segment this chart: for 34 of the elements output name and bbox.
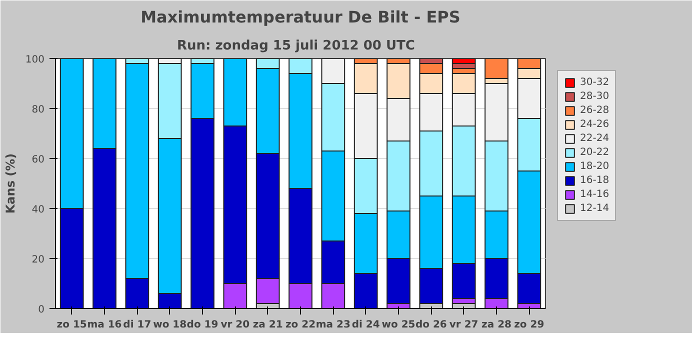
x-tick-label: do 19 [186, 320, 218, 330]
y-axis-title: Kans (%) [3, 153, 18, 214]
legend-label: 22-24 [580, 133, 610, 144]
legend-label: 18-20 [580, 161, 610, 172]
x-tick-label: ma 16 [87, 320, 122, 330]
legend-label: 26-28 [580, 105, 610, 116]
legend-label: 16-18 [580, 175, 610, 186]
x-tick-label: ma 23 [316, 320, 350, 330]
y-tick-label: 0 [38, 304, 45, 316]
y-tick-label: 60 [32, 154, 45, 166]
y-tick-label: 40 [32, 204, 45, 216]
x-tick-label: zo 29 [514, 320, 544, 330]
y-tick-label: 100 [25, 54, 45, 66]
x-tick-label: za 28 [482, 320, 512, 330]
x-tick-label: do 26 [415, 320, 447, 330]
legend-label: 14-16 [580, 189, 610, 200]
x-tick-label: vr 20 [220, 320, 250, 330]
x-tick-label: zo 22 [285, 320, 316, 330]
y-tick-label: 80 [32, 104, 45, 116]
x-tick-label: wo 25 [382, 320, 416, 330]
x-tick-label: di 17 [123, 320, 152, 330]
legend-label: 30-32 [580, 77, 610, 88]
legend-label: 28-30 [580, 91, 610, 102]
x-tick-label: zo 15 [56, 320, 87, 330]
legend-label: 20-22 [580, 147, 610, 158]
x-tick-label: wo 18 [153, 320, 187, 330]
legend-label: 12-14 [580, 203, 610, 214]
chart-title: Maximumtemperatuur De Bilt - EPS [140, 8, 460, 26]
x-tick-label: vr 27 [449, 320, 478, 330]
x-tick-label: di 24 [352, 320, 380, 330]
chart-subtitle: Run: zondag 15 juli 2012 00 UTC [176, 38, 415, 54]
y-tick-label: 20 [32, 254, 45, 266]
legend-label: 24-26 [580, 119, 610, 130]
x-tick-label: za 21 [252, 320, 283, 330]
